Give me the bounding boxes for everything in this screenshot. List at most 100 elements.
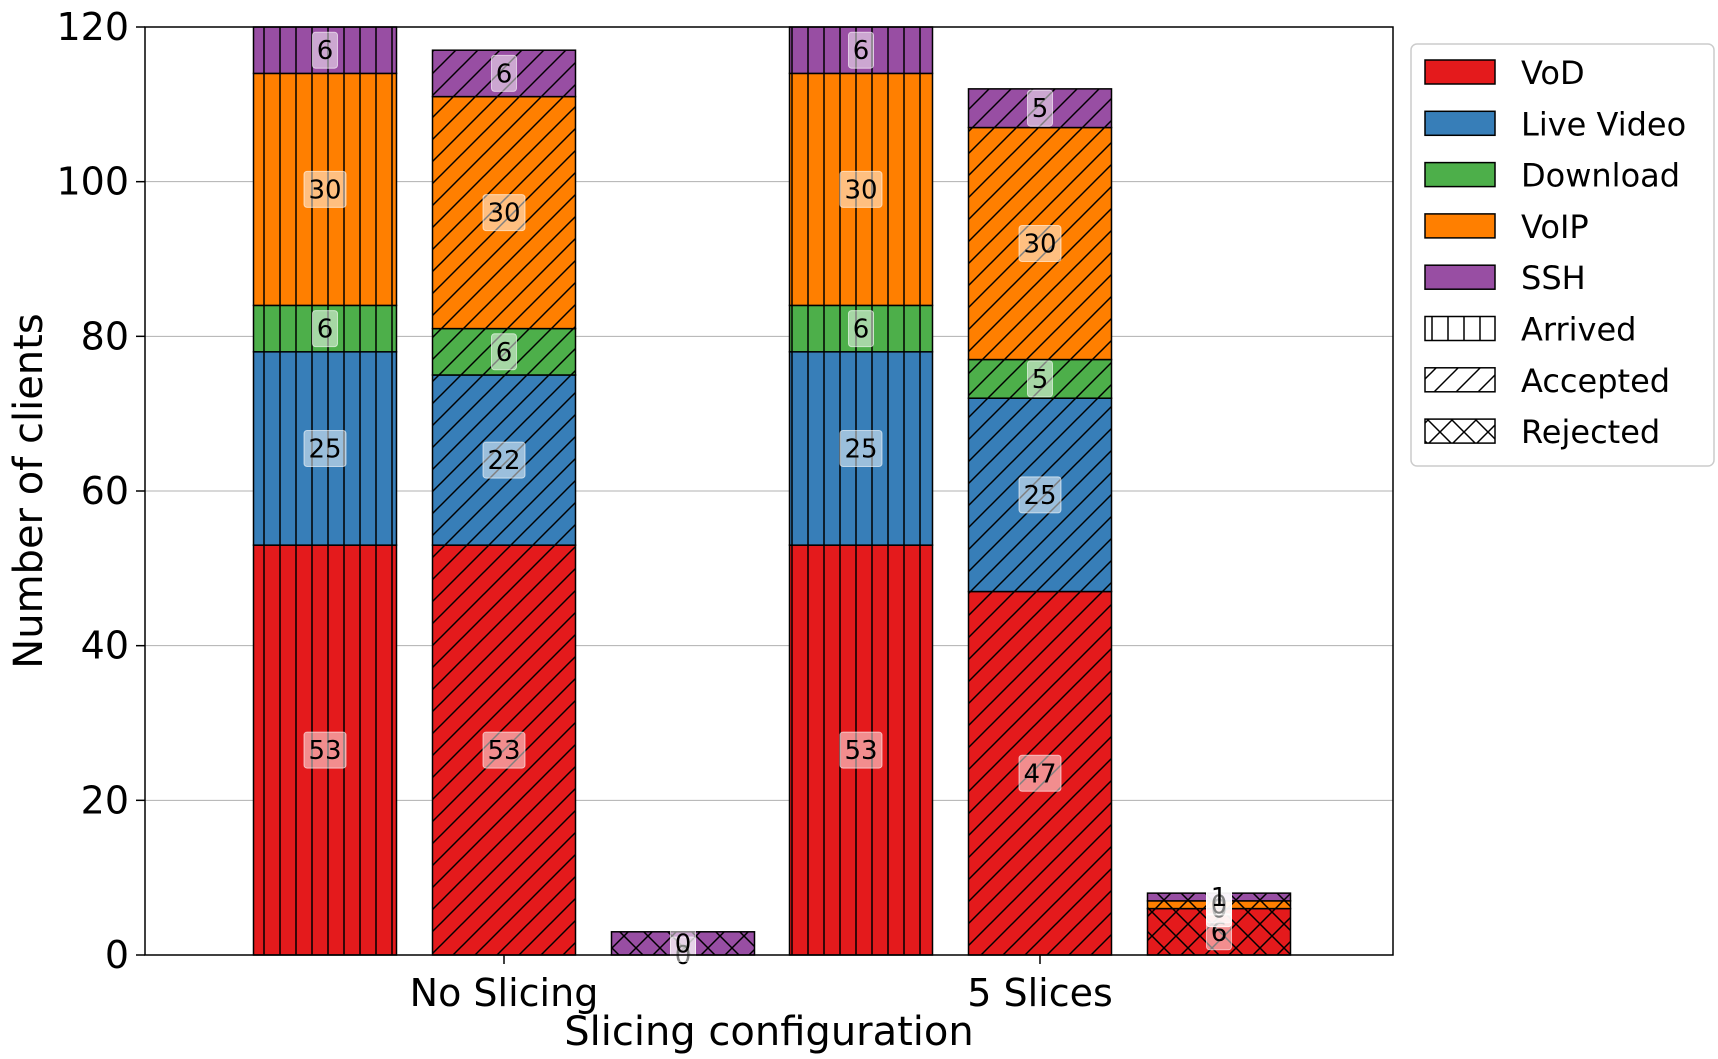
data-label-box <box>312 31 338 69</box>
data-label-text: 0 <box>675 929 692 959</box>
legend-swatch <box>1424 418 1496 444</box>
data-label-text: 47 <box>1023 759 1056 789</box>
legend-label: Arrived <box>1521 311 1636 349</box>
data-label: 6 <box>848 310 874 348</box>
data-label: 5 <box>1027 360 1053 398</box>
data-label-box <box>1018 225 1062 263</box>
y-tick-label: 60 <box>81 469 129 513</box>
data-label-text: 6 <box>317 315 334 345</box>
legend-frame <box>1410 43 1715 467</box>
data-label: 0 <box>670 924 696 962</box>
data-label-text: 30 <box>844 175 877 205</box>
data-label-text: 6 <box>317 36 334 66</box>
y-tick-label: 120 <box>56 5 129 49</box>
y-tick-label: 80 <box>81 314 129 358</box>
legend-swatch <box>1424 213 1496 239</box>
data-label-text: 1 <box>1211 883 1228 913</box>
data-label-box <box>491 54 517 92</box>
data-label-box <box>1018 754 1062 792</box>
data-label-text: 22 <box>487 446 520 476</box>
y-axis-label: Number of clients <box>6 313 52 668</box>
x-axis-label: Slicing configuration <box>564 1009 974 1055</box>
data-label-text: 53 <box>844 736 877 766</box>
data-label-box <box>839 731 883 769</box>
data-label-text: 5 <box>1032 365 1049 395</box>
data-label-text: 30 <box>308 175 341 205</box>
data-label: 6 <box>491 54 517 92</box>
data-label-text: 53 <box>487 736 520 766</box>
legend-item-voip: VoIP <box>1424 208 1589 246</box>
data-label-box <box>848 31 874 69</box>
data-label: 22 <box>482 441 526 479</box>
legend-item-arrived: Arrived <box>1424 311 1636 349</box>
data-label: 53 <box>482 731 526 769</box>
x-tick-label: 5 Slices <box>967 971 1113 1015</box>
data-label-text: 6 <box>853 36 870 66</box>
legend-swatch <box>1424 315 1496 342</box>
data-label-box <box>303 170 347 208</box>
legend-item-vod: VoD <box>1424 54 1585 92</box>
data-label-box <box>482 731 526 769</box>
legend-swatch <box>1424 59 1496 85</box>
data-label-text: 30 <box>1023 230 1056 260</box>
data-label: 5 <box>1027 89 1053 127</box>
data-label-box <box>312 310 338 348</box>
data-label-text: 5 <box>1032 94 1049 124</box>
legend-label: Download <box>1521 157 1680 195</box>
data-label: 30 <box>839 170 883 208</box>
legend-label: VoD <box>1521 54 1585 92</box>
data-label-text: 6 <box>496 338 513 368</box>
legend-swatch <box>1424 110 1496 137</box>
data-label-box <box>1027 89 1053 127</box>
data-label-box <box>482 441 526 479</box>
data-label-text: 6 <box>496 59 513 89</box>
data-label-text: 6 <box>853 315 870 345</box>
data-label-box <box>1018 476 1062 514</box>
data-label: 25 <box>839 429 883 467</box>
data-label: 25 <box>1018 476 1062 514</box>
data-label: 53 <box>839 731 883 769</box>
data-label-text: 25 <box>1023 481 1056 511</box>
data-label-box <box>1206 878 1232 916</box>
legend-label: Live Video <box>1521 105 1686 143</box>
legend-swatch <box>1424 264 1496 290</box>
data-label-text: 25 <box>844 434 877 464</box>
y-tick-label: 40 <box>81 624 129 668</box>
data-label-box <box>670 924 696 962</box>
data-label-box <box>839 170 883 208</box>
legend-item-download: Download <box>1424 157 1680 195</box>
data-label: 6 <box>312 310 338 348</box>
legend-item-ssh: SSH <box>1424 259 1586 297</box>
legend-item-live-video: Live Video <box>1424 105 1686 143</box>
data-label-box <box>1027 360 1053 398</box>
legend-label: Rejected <box>1521 413 1660 451</box>
data-label-box <box>303 731 347 769</box>
data-label: 30 <box>482 194 526 232</box>
x-tick-label: No Slicing <box>410 971 599 1015</box>
data-label: 30 <box>303 170 347 208</box>
data-label-box <box>303 429 347 467</box>
data-label: 30 <box>1018 225 1062 263</box>
data-label: 53 <box>303 731 347 769</box>
y-tick-label: 0 <box>105 933 129 977</box>
data-label-text: 53 <box>308 736 341 766</box>
data-label: 6 <box>491 333 517 371</box>
data-label-text: 30 <box>487 199 520 229</box>
data-label: 47 <box>1018 754 1062 792</box>
legend-swatch <box>1424 161 1496 188</box>
data-label: 25 <box>303 429 347 467</box>
data-label-box <box>482 194 526 232</box>
data-label: 1 <box>1206 878 1232 916</box>
legend-swatch <box>1424 367 1496 393</box>
y-tick-label: 100 <box>56 160 129 204</box>
legend-label: Accepted <box>1521 362 1670 400</box>
data-label: 6 <box>312 31 338 69</box>
data-label-box <box>848 310 874 348</box>
legend-item-rejected: Rejected <box>1424 413 1660 451</box>
legend-label: SSH <box>1521 259 1586 297</box>
data-label-box <box>491 333 517 371</box>
data-label: 6 <box>848 31 874 69</box>
legend-label: VoIP <box>1521 208 1589 246</box>
